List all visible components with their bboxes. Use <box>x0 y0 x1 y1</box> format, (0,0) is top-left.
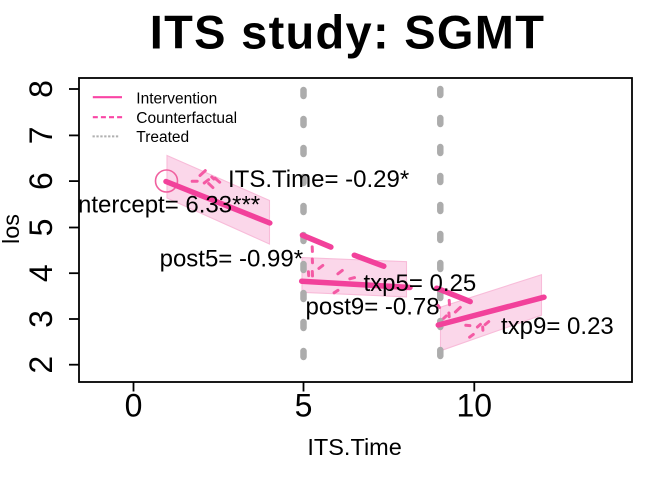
svg-text:post9= -0.78: post9= -0.78 <box>306 294 440 321</box>
svg-text:txp9= 0.23: txp9= 0.23 <box>501 313 614 340</box>
svg-text:6: 6 <box>23 172 59 190</box>
svg-text:ITS.Time: ITS.Time <box>307 434 401 460</box>
svg-text:ntercept= 6.33***: ntercept= 6.33*** <box>78 191 260 218</box>
svg-text:Treated: Treated <box>136 129 189 146</box>
svg-text:4: 4 <box>23 264 59 282</box>
svg-text:ITS study: SGMT: ITS study: SGMT <box>150 6 546 59</box>
svg-text:0: 0 <box>125 388 143 424</box>
svg-text:7: 7 <box>23 127 59 145</box>
svg-text:2: 2 <box>23 356 59 374</box>
svg-text:8: 8 <box>23 80 59 98</box>
svg-text:10: 10 <box>457 388 493 424</box>
svg-text:ITS.Time= -0.29*: ITS.Time= -0.29* <box>228 166 409 193</box>
svg-text:5: 5 <box>295 388 313 424</box>
svg-text:post5= -0.99*: post5= -0.99* <box>160 246 303 273</box>
svg-text:Counterfactual: Counterfactual <box>136 110 237 127</box>
svg-text:5: 5 <box>23 219 59 237</box>
svg-text:Intervention: Intervention <box>136 90 217 107</box>
svg-text:los: los <box>0 214 24 244</box>
svg-text:3: 3 <box>23 310 59 328</box>
